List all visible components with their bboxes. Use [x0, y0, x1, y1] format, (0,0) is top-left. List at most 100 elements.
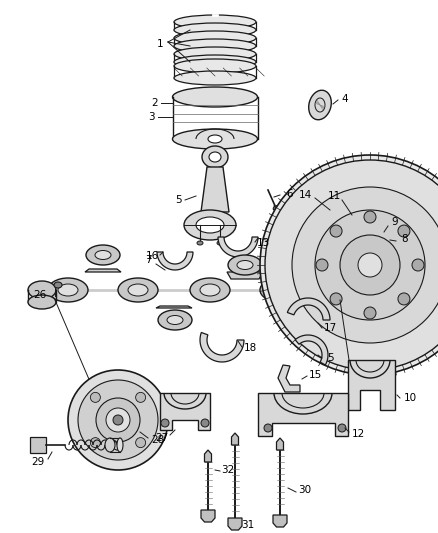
Ellipse shape [200, 284, 220, 296]
Text: 5: 5 [175, 195, 181, 205]
Text: 15: 15 [308, 370, 321, 380]
Polygon shape [200, 333, 244, 362]
Ellipse shape [307, 313, 323, 322]
Text: 2: 2 [152, 98, 158, 108]
Circle shape [201, 419, 209, 427]
Circle shape [90, 438, 100, 448]
Ellipse shape [325, 278, 365, 302]
Text: 28: 28 [152, 435, 165, 445]
Circle shape [316, 259, 328, 271]
Ellipse shape [228, 255, 262, 275]
Polygon shape [273, 515, 287, 527]
Circle shape [364, 307, 376, 319]
Ellipse shape [196, 217, 224, 233]
Ellipse shape [158, 310, 192, 330]
Polygon shape [30, 437, 46, 453]
Polygon shape [201, 510, 215, 522]
Polygon shape [294, 304, 331, 308]
Ellipse shape [209, 152, 221, 162]
Polygon shape [201, 167, 229, 212]
Circle shape [78, 380, 158, 460]
Circle shape [358, 253, 382, 277]
Text: 12: 12 [351, 429, 364, 439]
Ellipse shape [217, 241, 223, 245]
Polygon shape [156, 306, 192, 308]
Circle shape [96, 398, 140, 442]
Polygon shape [278, 365, 300, 392]
Text: 7: 7 [145, 255, 151, 265]
Ellipse shape [173, 129, 258, 149]
Text: 10: 10 [403, 393, 417, 403]
Ellipse shape [173, 87, 258, 107]
Polygon shape [287, 298, 330, 320]
Text: 30: 30 [298, 485, 311, 495]
Ellipse shape [28, 295, 56, 309]
Ellipse shape [174, 15, 256, 29]
Circle shape [315, 210, 425, 320]
Ellipse shape [128, 284, 148, 296]
Ellipse shape [174, 47, 256, 61]
Ellipse shape [174, 71, 256, 85]
Ellipse shape [118, 278, 158, 302]
Polygon shape [205, 450, 212, 462]
Ellipse shape [202, 146, 228, 168]
Ellipse shape [273, 206, 279, 211]
Text: 27: 27 [155, 433, 169, 443]
Text: 9: 9 [392, 217, 398, 227]
Ellipse shape [167, 316, 183, 325]
Circle shape [330, 225, 342, 237]
Text: 4: 4 [342, 94, 348, 104]
Ellipse shape [86, 245, 120, 265]
Text: 5: 5 [327, 353, 333, 363]
Ellipse shape [174, 55, 256, 69]
Ellipse shape [174, 31, 256, 45]
Polygon shape [160, 393, 210, 430]
Ellipse shape [54, 282, 62, 288]
Polygon shape [258, 393, 348, 436]
Circle shape [161, 419, 169, 427]
Polygon shape [348, 360, 395, 410]
Circle shape [68, 370, 168, 470]
Polygon shape [157, 252, 193, 270]
Ellipse shape [184, 210, 236, 240]
Ellipse shape [95, 251, 111, 260]
Ellipse shape [190, 278, 230, 302]
Circle shape [106, 408, 130, 432]
Text: 16: 16 [145, 251, 159, 261]
Text: 6: 6 [287, 189, 293, 199]
Circle shape [136, 438, 145, 448]
Circle shape [412, 259, 424, 271]
Text: 18: 18 [244, 343, 257, 353]
Ellipse shape [117, 438, 123, 452]
Text: 14: 14 [298, 190, 311, 200]
Text: 32: 32 [221, 465, 235, 475]
Text: 31: 31 [241, 520, 254, 530]
Ellipse shape [105, 438, 115, 452]
Text: 29: 29 [32, 457, 45, 467]
Text: 1: 1 [157, 39, 163, 49]
Circle shape [113, 415, 123, 425]
Text: 3: 3 [148, 112, 155, 122]
Ellipse shape [270, 284, 290, 296]
Circle shape [292, 187, 438, 343]
Circle shape [260, 155, 438, 375]
Text: 26: 26 [33, 290, 46, 300]
Circle shape [264, 424, 272, 432]
Circle shape [398, 225, 410, 237]
Ellipse shape [174, 59, 256, 73]
Text: 17: 17 [323, 323, 337, 333]
Text: 11: 11 [327, 191, 341, 201]
Circle shape [136, 392, 145, 402]
Text: 8: 8 [402, 234, 408, 244]
Ellipse shape [197, 241, 203, 245]
Ellipse shape [309, 90, 331, 120]
Ellipse shape [208, 135, 222, 143]
Circle shape [398, 293, 410, 305]
Ellipse shape [28, 281, 56, 299]
Circle shape [265, 160, 438, 370]
Ellipse shape [48, 278, 88, 302]
Polygon shape [228, 518, 242, 530]
Polygon shape [218, 237, 258, 257]
Polygon shape [295, 335, 328, 365]
Ellipse shape [335, 284, 355, 296]
